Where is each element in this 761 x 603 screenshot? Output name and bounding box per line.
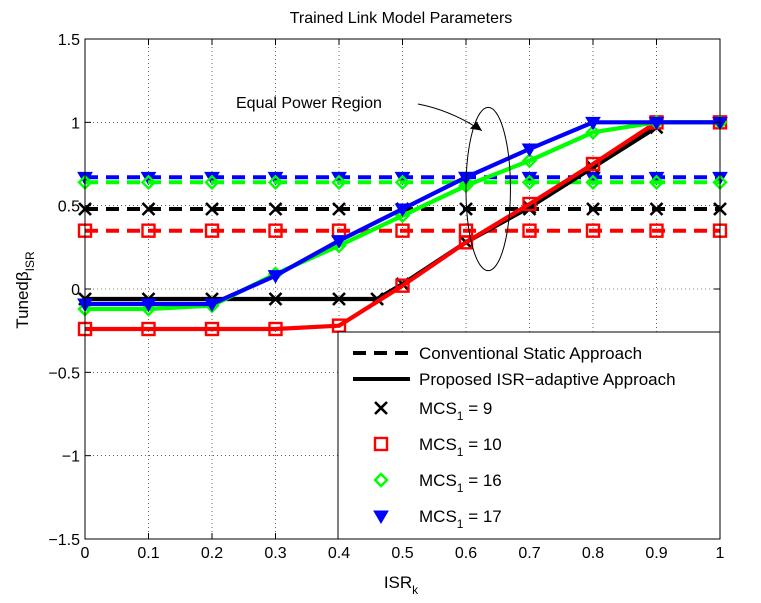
data-point-marker: [394, 174, 411, 191]
y-tick-label: −0.5: [48, 365, 80, 382]
legend-marker: [373, 510, 389, 524]
data-point-marker: [267, 174, 284, 191]
y-tick-label: 1.5: [58, 32, 80, 49]
equal-power-ellipse: [465, 106, 511, 272]
legend-marker: [373, 436, 389, 452]
x-tick-label: 0.5: [391, 545, 413, 562]
data-point-marker: [204, 223, 220, 238]
y-axis-label: TunedβISR: [13, 251, 37, 329]
data-point-marker: [268, 202, 283, 216]
data-point-marker: [648, 174, 665, 191]
data-point-marker: [141, 321, 156, 337]
chart-title: Trained Link Model Parameters: [290, 10, 513, 27]
data-point-marker: [204, 298, 220, 312]
x-tick-label: 0.2: [201, 545, 223, 562]
data-point-marker: [649, 202, 664, 216]
data-point-marker: [521, 174, 538, 191]
legend: Conventional Static Approach Proposed ISR…: [337, 331, 721, 540]
data-point-marker: [521, 152, 538, 169]
x-tick-label: 0.1: [137, 545, 159, 562]
legend-entry-label: Conventional Static Approach: [419, 344, 642, 363]
data-point-marker: [141, 202, 156, 216]
x-tick-label: 0.8: [582, 545, 604, 562]
data-point-marker: [585, 174, 601, 191]
data-point-marker: [205, 202, 219, 216]
data-point-marker: [140, 301, 157, 317]
legend-entry-label: MCS1 = 16: [419, 471, 502, 495]
annotation: Equal Power Region: [236, 95, 511, 272]
legend-entry-label: MCS1 = 9: [419, 399, 492, 423]
y-tick-label: −1.5: [48, 532, 80, 549]
legend-entry-label: MCS1 = 17: [419, 507, 502, 531]
x-tick-label: 0: [81, 545, 90, 562]
data-point-marker: [268, 321, 283, 337]
data-point-marker: [585, 223, 601, 238]
data-point-marker: [140, 174, 157, 191]
data-point-marker: [585, 156, 601, 172]
data-point-marker: [522, 223, 537, 238]
data-point-marker: [268, 223, 283, 238]
data-point-marker: [204, 321, 220, 337]
data-point-marker: [586, 202, 600, 216]
data-point-marker: [585, 124, 601, 141]
annotation-arrow-head: [469, 121, 482, 131]
data-point-marker: [141, 223, 156, 238]
data-point-marker: [331, 174, 347, 191]
series-lines: [77, 114, 728, 337]
data-point-marker: [648, 116, 665, 131]
data-point-marker: [585, 116, 601, 131]
data-point-marker: [395, 223, 410, 238]
y-tick-label: −1: [62, 449, 80, 466]
legend-box: [337, 331, 721, 540]
data-point-marker: [332, 202, 346, 216]
data-point-marker: [395, 278, 410, 293]
legend-entry-label: Proposed ISR−adaptive Approach: [419, 370, 676, 389]
x-tick-label: 1: [716, 545, 725, 562]
data-point-marker: [458, 235, 474, 250]
legend-marker: [373, 472, 389, 488]
data-point-marker: [332, 292, 346, 306]
y-tick-label: 1: [71, 115, 80, 132]
x-tick-label: 0.9: [645, 545, 667, 562]
x-axis-label: ISRk: [384, 573, 419, 597]
data-point-marker: [459, 202, 473, 216]
data-point-marker: [649, 223, 664, 238]
legend-entry-label: MCS1 = 10: [419, 435, 502, 459]
axis-ticks: 0 0.1 0.2 0.3 0.4 0.5 0.6 0.7 0.8 0.9 1 −1.5 −1 −0.5 0…: [48, 32, 724, 562]
y-tick-label: 0.5: [58, 199, 80, 216]
data-point-marker: [331, 235, 347, 249]
x-tick-label: 0.3: [264, 545, 286, 562]
x-tick-label: 0.7: [518, 545, 540, 562]
legend-marker: [374, 401, 388, 415]
x-tick-label: 0.6: [455, 545, 477, 562]
adaptive-series-line: [85, 125, 658, 302]
data-point-marker: [521, 143, 538, 157]
data-point-marker: [268, 292, 283, 306]
data-point-marker: [394, 207, 411, 224]
y-tick-label: 0: [71, 282, 80, 299]
data-point-marker: [267, 270, 284, 284]
annotation-label: Equal Power Region: [236, 95, 382, 112]
data-point-marker: [140, 298, 157, 312]
data-point-marker: [204, 174, 220, 191]
data-point-marker: [522, 196, 537, 212]
adaptive-series-line: [85, 120, 720, 332]
x-tick-label: 0.4: [328, 545, 350, 562]
data-point-marker: [394, 203, 411, 217]
